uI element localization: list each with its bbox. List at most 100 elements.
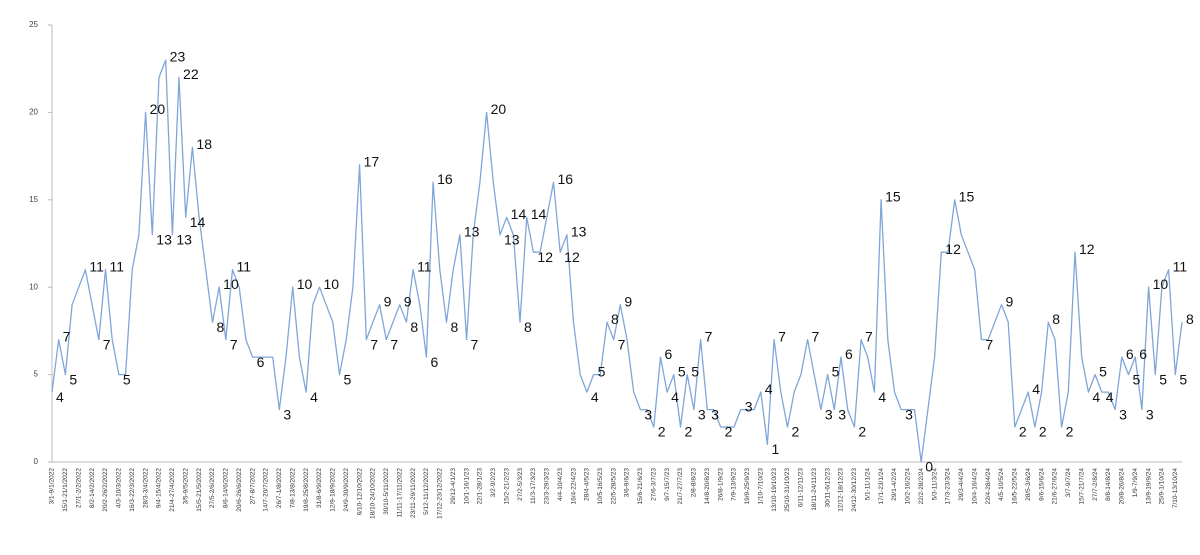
data-label: 8	[1052, 311, 1060, 327]
data-label: 2	[792, 424, 800, 440]
data-label: 6	[1126, 346, 1134, 362]
x-tick-label: 4/5-10/5/24	[998, 468, 1005, 501]
x-tick-label: 21/6-27/6/24	[1052, 468, 1059, 505]
data-label: 11	[109, 258, 124, 274]
x-tick-label: 21/7-27/7/23	[677, 468, 684, 505]
data-label: 5	[1099, 363, 1107, 379]
data-label: 7	[230, 336, 238, 352]
data-label: 14	[190, 214, 206, 230]
x-tick-label: 22/4-28/4/24	[985, 468, 992, 505]
data-label: 4	[1106, 389, 1114, 405]
data-label: 18	[196, 136, 212, 152]
x-tick-label: 19/9-25/9/23	[744, 468, 751, 505]
x-tick-label: 18/11-24/11/23	[811, 468, 818, 511]
data-label: 2	[725, 424, 733, 440]
x-tick-label: 26/7-1/8/2022	[276, 468, 283, 509]
x-tick-label: 16/3-22/3/2022	[129, 468, 136, 512]
x-tick-label: 17/3-23/3/24	[945, 468, 952, 505]
data-label: 13	[571, 223, 587, 239]
data-label: 2	[858, 424, 866, 440]
data-label: 12	[564, 249, 580, 265]
data-label: 9	[624, 293, 632, 309]
data-label: 8	[450, 319, 458, 335]
x-tick-label: 12/9-18/9/2022	[330, 468, 337, 512]
data-label: 5	[344, 371, 352, 387]
data-label: 23	[170, 49, 186, 65]
x-tick-label: 3/1-9/1/2022	[49, 468, 56, 505]
x-tick-label: 5/1-11/1/24	[864, 468, 871, 501]
x-tick-label: 3/6-9/6/23	[624, 468, 631, 498]
x-tick-label: 15/6-21/6/23	[637, 468, 644, 505]
x-tick-label: 28/4-4/5/23	[584, 468, 591, 501]
x-tick-label: 22/2-28/2/24	[918, 468, 925, 505]
x-tick-label: 25/9-1/10/24	[1159, 468, 1166, 505]
x-tick-label: 2/8-8/8/23	[691, 468, 698, 498]
x-tick-label: 22/5-28/5/23	[610, 468, 617, 505]
data-label: 7	[812, 328, 820, 344]
x-tick-label: 10/5-16/5/23	[597, 468, 604, 505]
data-label: 20	[150, 101, 166, 117]
data-label: 6	[664, 346, 672, 362]
data-label: 8	[1186, 311, 1194, 327]
x-tick-label: 13/10-19/10/23	[771, 468, 778, 512]
x-tick-label: 10/2-16/2/24	[905, 468, 912, 505]
x-tick-label: 6/10-12/10/2022	[356, 468, 363, 516]
data-label: 7	[471, 336, 479, 352]
data-label: 9	[404, 293, 412, 309]
data-label: 13	[176, 231, 192, 247]
data-label: 10	[323, 276, 339, 292]
x-tick-label: 17/1-23/1/24	[878, 468, 885, 505]
x-tick-label: 21/4-27/4/2022	[169, 468, 176, 512]
x-tick-label: 3/5-9/5/2022	[182, 468, 189, 505]
x-tick-label: 16/4-22/4/23	[570, 468, 577, 505]
data-label: 3	[745, 398, 753, 414]
y-tick-label: 20	[29, 108, 38, 117]
x-tick-label: 12/12-18/12/23	[838, 468, 845, 512]
data-label: 5	[1133, 371, 1141, 387]
x-tick-label: 18/10-24/10/2022	[370, 468, 377, 519]
data-label: 4	[310, 389, 318, 405]
data-label: 11	[1173, 258, 1188, 274]
x-tick-label: 27/2-5/3/23	[517, 468, 524, 501]
y-tick-label: 15	[29, 195, 38, 204]
data-label: 4	[591, 389, 599, 405]
data-label: 7	[985, 336, 993, 352]
data-label: 3	[838, 406, 846, 422]
x-tick-label: 20/8-26/8/24	[1119, 468, 1126, 505]
data-label: 7	[390, 336, 398, 352]
data-label: 5	[678, 363, 686, 379]
data-label: 7	[865, 328, 873, 344]
data-label: 7	[618, 336, 626, 352]
data-label: 6	[430, 354, 438, 370]
x-tick-label: 28/3-3/4/2022	[142, 468, 149, 509]
data-label: 10	[297, 276, 313, 292]
x-tick-label: 29/12-4/1/23	[450, 468, 457, 505]
data-label: 6	[845, 346, 853, 362]
y-tick-label: 5	[34, 370, 39, 379]
data-label: 3	[1119, 406, 1127, 422]
x-tick-label: 11/11-17/11/2022	[396, 468, 403, 518]
data-label: 6	[257, 354, 265, 370]
data-label: 7	[63, 328, 71, 344]
data-label: 16	[437, 171, 453, 187]
data-label: 7	[370, 336, 378, 352]
x-tick-label: 23/3-29/3/23	[544, 468, 551, 505]
data-label: 22	[183, 66, 199, 82]
data-label: 3	[644, 406, 652, 422]
x-tick-label: 26/8-1/9/23	[717, 468, 724, 501]
data-label: 4	[56, 389, 64, 405]
data-label: 12	[945, 241, 961, 257]
x-tick-label: 4/3-10/3/2022	[116, 468, 123, 509]
x-tick-label: 7/9-13/9/23	[731, 468, 738, 501]
x-tick-label: 5/3-11/3/24	[931, 468, 938, 501]
x-tick-label: 28/5-3/6/24	[1025, 468, 1032, 501]
data-label: 4	[1032, 381, 1040, 397]
x-tick-label: 8/8-14/8/24	[1105, 468, 1112, 501]
data-label: 2	[1039, 424, 1047, 440]
data-label: 3	[283, 406, 291, 422]
x-tick-label: 15/7-21/7/24	[1078, 468, 1085, 505]
data-label: 4	[1092, 389, 1100, 405]
x-tick-label: 16/5-22/5/24	[1012, 468, 1019, 505]
data-label: 5	[123, 371, 131, 387]
